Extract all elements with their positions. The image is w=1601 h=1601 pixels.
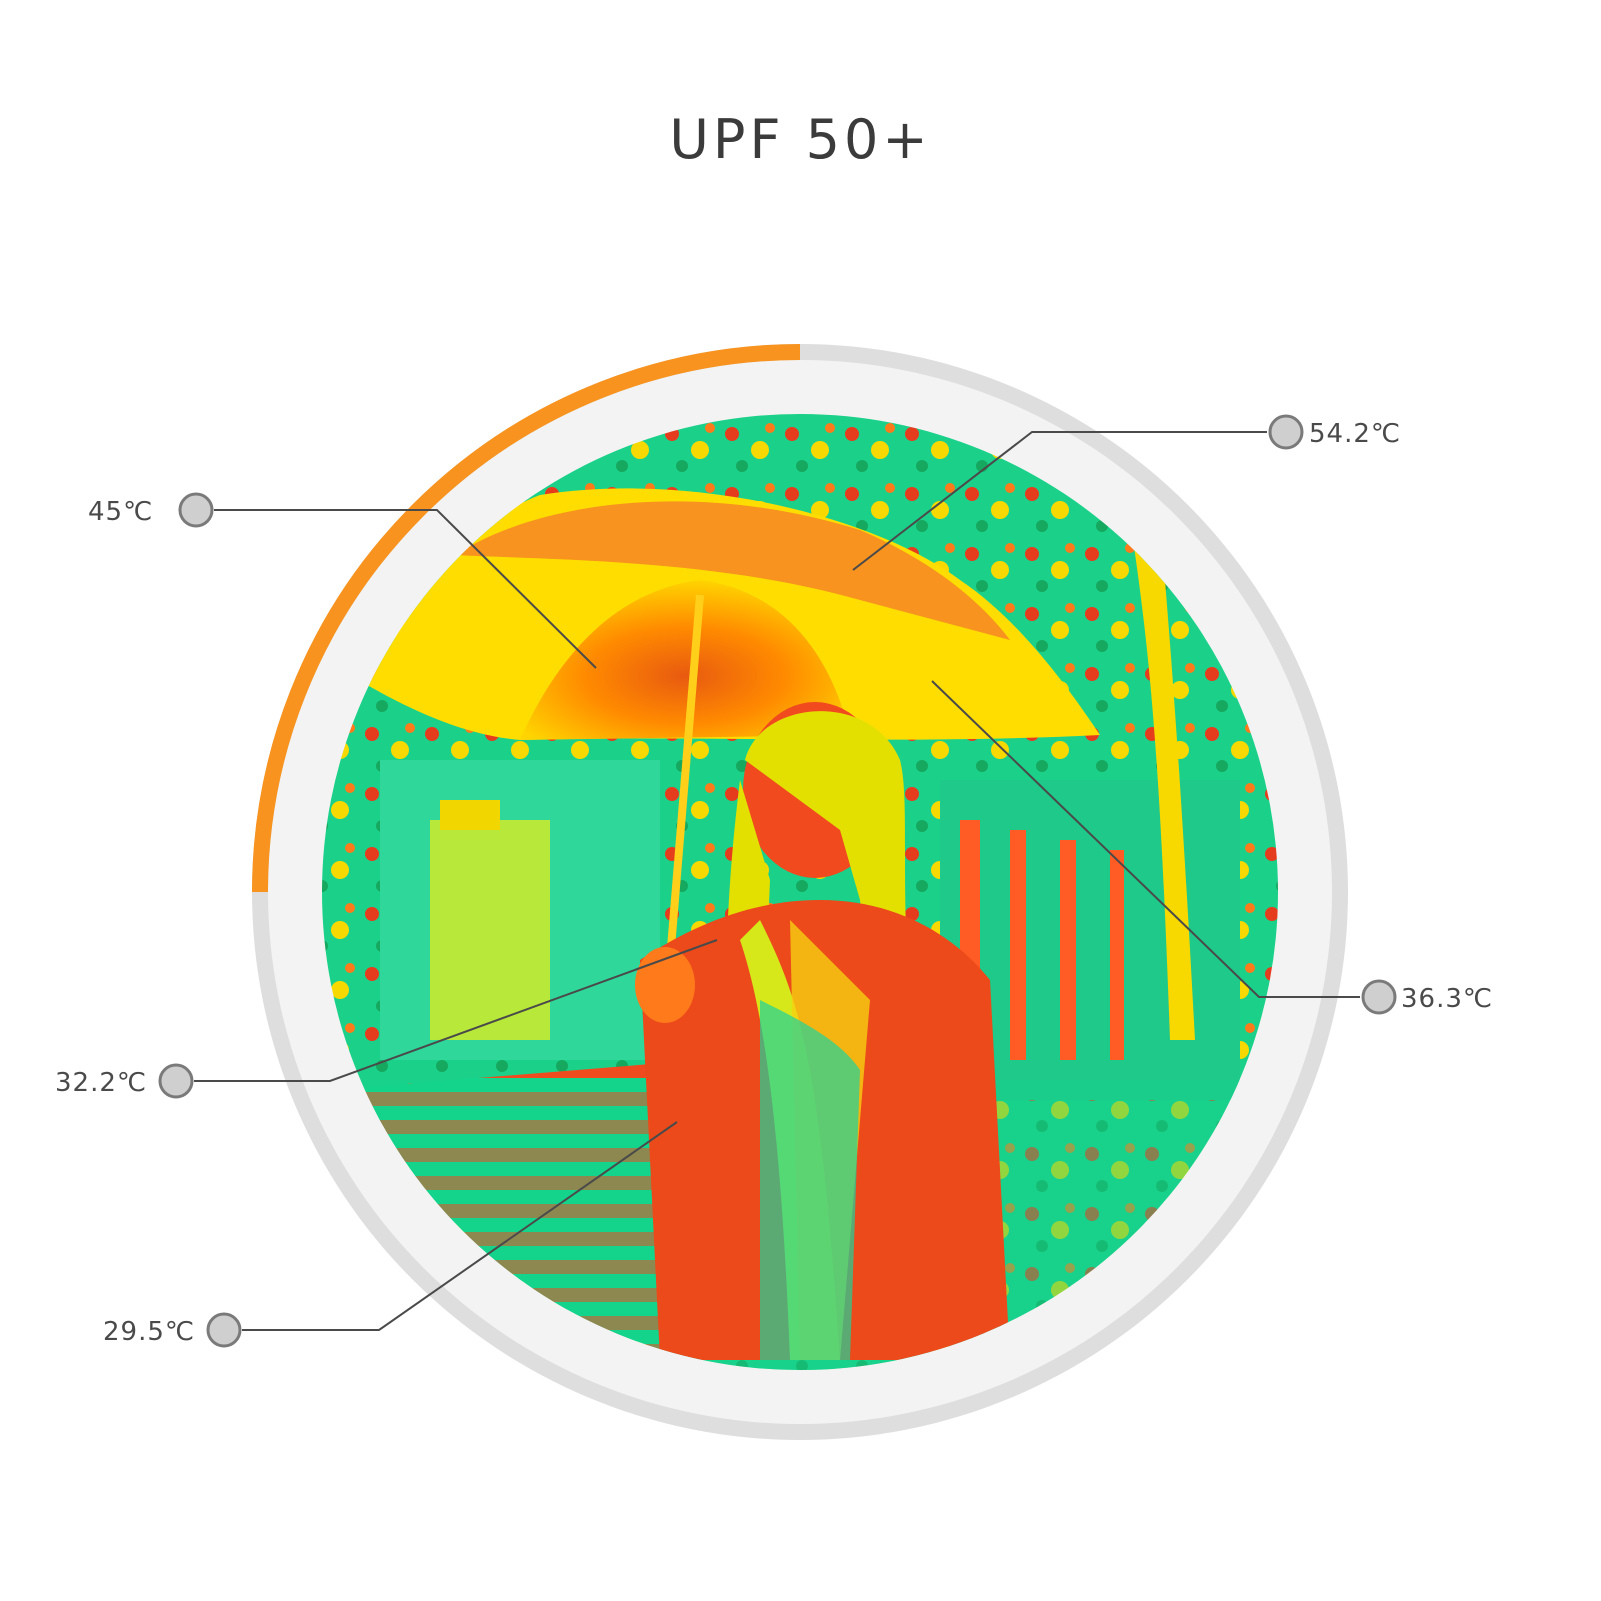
marker-45 [178,492,214,528]
callout-45-label: 45℃ [88,497,153,527]
leader-54 [852,431,1267,571]
leader-45 [214,509,597,669]
leader-29 [242,1121,678,1331]
marker-29 [206,1312,242,1348]
marker-36 [1361,979,1397,1015]
page-title: UPF 50+ [669,108,932,171]
callout-54-label: 54.2℃ [1309,419,1401,449]
leader-32 [194,939,718,1082]
marker-54 [1268,414,1304,450]
leader-36 [931,680,1360,998]
callout-29-label: 29.5℃ [103,1317,195,1347]
leader-lines [194,431,1360,1331]
marker-32 [158,1063,194,1099]
callout-32-label: 32.2℃ [55,1068,147,1098]
callout-36-label: 36.3℃ [1401,984,1493,1014]
